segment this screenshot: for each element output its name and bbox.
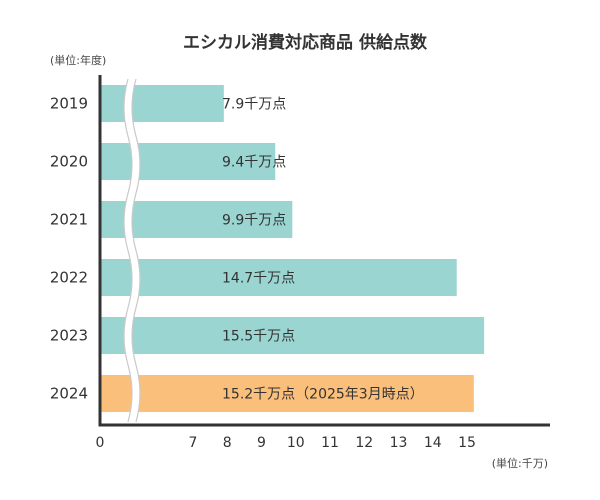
- axes: 0 7 8 9 10 11 12 13 14 15: [96, 75, 550, 451]
- bar-2019: [100, 85, 224, 122]
- bar-2020: [100, 143, 276, 180]
- bar-2023: [100, 317, 485, 354]
- x-tick-label-7: 7: [189, 435, 198, 451]
- labels-layer: 2019 7.9千万点 2020 9.4千万点 2021 9.9千万点 2022 14.7千万…: [50, 95, 424, 403]
- x-tick-label-11: 11: [321, 435, 339, 451]
- category-label-2020: 2020: [50, 153, 88, 171]
- x-tick-label-10: 10: [287, 435, 305, 451]
- data-label-2024: 15.2千万点（2025年3月時点）: [222, 387, 424, 403]
- axis-break-line: [131, 78, 141, 423]
- bar-2022: [100, 259, 457, 296]
- chart-title: エシカル消費対応商品 供給点数: [183, 32, 428, 53]
- data-label-2023: 15.5千万点: [222, 329, 295, 345]
- category-label-2022: 2022: [50, 269, 88, 287]
- y-axis-unit-label: (単位:年度): [50, 53, 106, 67]
- category-label-2019: 2019: [50, 95, 88, 113]
- data-label-2021: 9.9千万点: [222, 213, 286, 229]
- category-label-2024: 2024: [50, 385, 88, 403]
- x-tick-label-12: 12: [355, 435, 373, 451]
- x-tick-label-13: 13: [390, 435, 408, 451]
- axis-break-line: [123, 78, 133, 423]
- x-tick-label-14: 14: [424, 435, 442, 451]
- x-tick-label-0: 0: [96, 435, 105, 451]
- bar-2024: [100, 375, 474, 412]
- data-label-2020: 9.4千万点: [222, 155, 286, 171]
- category-label-2021: 2021: [50, 211, 88, 229]
- x-axis-unit-label: (単位:千万): [492, 456, 548, 470]
- bars-layer: [100, 78, 485, 423]
- x-tick-label-8: 8: [223, 435, 232, 451]
- data-label-2022: 14.7千万点: [222, 271, 295, 287]
- x-tick-label-15: 15: [458, 435, 476, 451]
- data-label-2019: 7.9千万点: [222, 97, 286, 113]
- x-tick-label-9: 9: [257, 435, 266, 451]
- axis-break-gap: [124, 79, 140, 422]
- category-label-2023: 2023: [50, 327, 88, 345]
